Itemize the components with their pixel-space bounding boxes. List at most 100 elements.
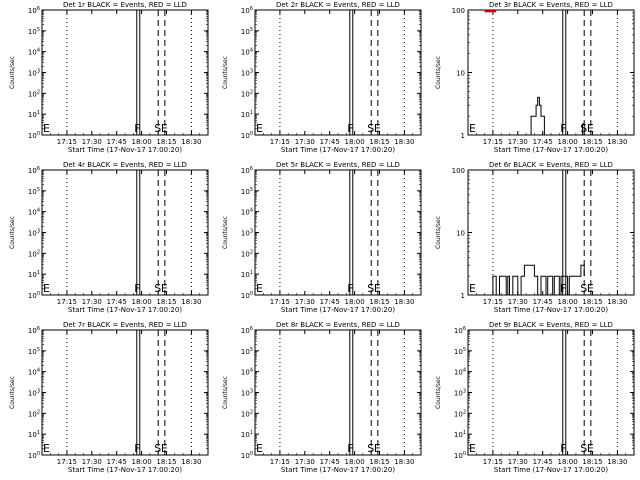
panel-title: Det 8r BLACK = Events, RED = LLD	[276, 321, 400, 329]
x-tick-label: 18:30	[181, 298, 201, 306]
x-tick-label: 18:30	[607, 458, 627, 466]
panel-det-9: Det 9r BLACK = Events, RED = LLD 100 101 10…	[435, 321, 635, 474]
y-axis-label: Counts/sec	[222, 56, 229, 89]
x-tick-label: 18:15	[369, 458, 389, 466]
x-tick-label: 17:30	[295, 138, 315, 146]
x-tick-label: 17:45	[533, 458, 553, 466]
y-tick-label: 101	[454, 430, 466, 439]
x-tick-label: 18:00	[558, 298, 578, 306]
y-tick-label: 106	[241, 166, 253, 175]
panel-title: Det 6r BLACK = Events, RED = LLD	[489, 161, 613, 169]
y-axis-label: Counts/sec	[222, 376, 229, 409]
x-tick-label: 17:15	[57, 298, 77, 306]
x-tick-label: 17:45	[107, 458, 127, 466]
y-tick-label: 103	[28, 389, 40, 398]
panel-det-6: Det 6r BLACK = Events, RED = LLD 1 10 100 17…	[435, 161, 635, 314]
marker-label-E: E	[469, 282, 476, 295]
plot-frame	[254, 329, 422, 456]
y-tick-label: 102	[28, 409, 40, 418]
y-tick-label: 105	[241, 27, 253, 36]
marker-label-E: E	[469, 122, 476, 135]
marker-label-S: S	[154, 282, 161, 295]
marker-label-S: S	[154, 122, 161, 135]
x-tick-label: 17:45	[533, 138, 553, 146]
panel-det-8: Det 8r BLACK = Events, RED = LLD 100 101 10…	[222, 321, 422, 474]
x-tick-label: 17:15	[483, 138, 503, 146]
y-tick-label: 100	[452, 167, 465, 175]
y-tick-label: 100	[28, 131, 40, 140]
panel-det-7: Det 7r BLACK = Events, RED = LLD 100 101 10…	[9, 321, 209, 474]
marker-label-S: S	[367, 442, 374, 455]
x-axis-label: Start Time (17-Nov-17 17:00:20)	[281, 466, 395, 474]
marker-label-E: E	[43, 442, 50, 455]
y-tick-label: 104	[241, 368, 253, 377]
marker-label-E: E	[43, 282, 50, 295]
x-tick-label: 18:00	[558, 458, 578, 466]
y-tick-label: 106	[28, 6, 40, 15]
y-axis-label: Counts/sec	[9, 56, 16, 89]
x-axis-label: Start Time (17-Nov-17 17:00:20)	[494, 306, 608, 314]
marker-label-E: E	[161, 122, 168, 135]
y-tick-label: 105	[28, 347, 40, 356]
y-tick-label: 1	[461, 132, 465, 140]
panel-title: Det 7r BLACK = Events, RED = LLD	[63, 321, 187, 329]
y-tick-label: 104	[28, 208, 40, 217]
marker-label-E: E	[374, 122, 381, 135]
y-tick-label: 105	[28, 187, 40, 196]
y-tick-label: 103	[241, 229, 253, 238]
x-tick-label: 18:15	[582, 298, 602, 306]
x-tick-label: 17:30	[508, 458, 528, 466]
plot-frame	[41, 9, 209, 136]
y-tick-label: 104	[454, 368, 466, 377]
x-tick-label: 17:45	[320, 298, 340, 306]
marker-label-E: E	[587, 282, 594, 295]
y-tick-label: 104	[241, 48, 253, 57]
marker-label-S: S	[154, 442, 161, 455]
y-tick-label: 102	[241, 249, 253, 258]
marker-label-F: F	[134, 122, 140, 135]
y-axis-label: Counts/sec	[9, 376, 16, 409]
y-tick-label: 100	[28, 291, 40, 300]
y-axis-label: Counts/sec	[9, 216, 16, 249]
marker-label-E: E	[587, 442, 594, 455]
series-line-1	[530, 96, 545, 135]
marker-label-S: S	[367, 282, 374, 295]
x-tick-label: 17:30	[295, 298, 315, 306]
y-tick-label: 103	[241, 69, 253, 78]
marker-label-F: F	[347, 282, 353, 295]
x-tick-label: 17:45	[107, 138, 127, 146]
x-axis-label: Start Time (17-Nov-17 17:00:20)	[494, 146, 608, 154]
x-tick-label: 17:45	[107, 298, 127, 306]
x-tick-label: 17:15	[483, 458, 503, 466]
panel-title: Det 9r BLACK = Events, RED = LLD	[489, 321, 613, 329]
panel-title: Det 4r BLACK = Events, RED = LLD	[63, 161, 187, 169]
marker-label-F: F	[560, 282, 566, 295]
x-tick-label: 17:15	[57, 138, 77, 146]
marker-label-S: S	[580, 442, 587, 455]
marker-label-S: S	[367, 122, 374, 135]
plot-frame	[41, 169, 209, 296]
series-line-3	[582, 123, 585, 135]
y-axis-label: Counts/sec	[435, 56, 442, 89]
x-tick-label: 17:30	[295, 458, 315, 466]
marker-label-F: F	[347, 122, 353, 135]
y-tick-label: 100	[241, 451, 253, 460]
marker-label-E: E	[256, 122, 263, 135]
plot-frame	[41, 329, 209, 456]
marker-label-F: F	[560, 122, 566, 135]
panel-title: Det 5r BLACK = Events, RED = LLD	[276, 161, 400, 169]
marker-label-F: F	[347, 442, 353, 455]
panel-det-5: Det 5r BLACK = Events, RED = LLD 100 101 10…	[222, 161, 422, 314]
x-tick-label: 18:30	[394, 138, 414, 146]
x-tick-label: 18:30	[607, 298, 627, 306]
x-tick-label: 18:30	[394, 458, 414, 466]
y-tick-label: 106	[241, 326, 253, 335]
y-tick-label: 106	[454, 326, 466, 335]
x-tick-label: 17:30	[508, 298, 528, 306]
y-tick-label: 101	[241, 270, 253, 279]
x-tick-label: 18:00	[132, 458, 152, 466]
x-tick-label: 17:15	[57, 458, 77, 466]
x-tick-label: 18:15	[582, 458, 602, 466]
x-tick-label: 18:15	[582, 138, 602, 146]
y-tick-label: 101	[241, 430, 253, 439]
